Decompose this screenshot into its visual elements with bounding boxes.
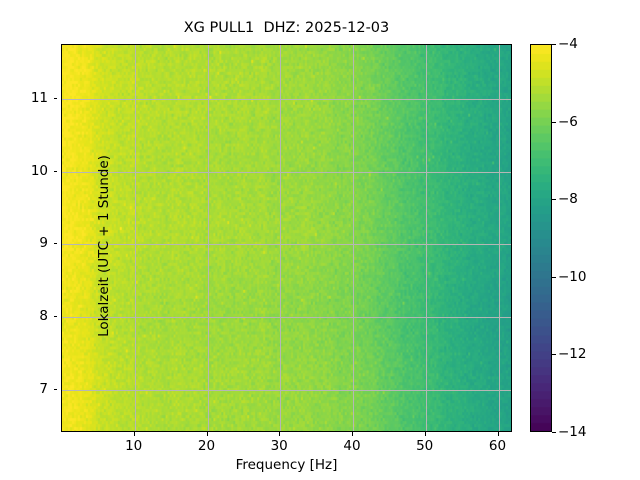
y-tick-mark — [53, 170, 58, 172]
x-tick-label: 20 — [197, 438, 216, 454]
colorbar-tick-label: −14 — [558, 424, 587, 440]
x-tick-label: 10 — [125, 438, 143, 454]
x-tick-label: 60 — [488, 438, 507, 454]
spectrogram-image — [62, 45, 511, 431]
x-tick-mark — [279, 432, 281, 436]
colorbar[interactable] — [530, 44, 552, 432]
colorbar-tick-mark — [552, 44, 556, 46]
x-tick-mark — [206, 432, 208, 436]
colorbar-tick-label: −12 — [558, 346, 587, 363]
x-tick-mark — [497, 432, 499, 436]
y-tick-label: 9 — [39, 235, 48, 252]
y-tick-label: 10 — [30, 162, 48, 179]
x-axis-label: Frequency [Hz] — [235, 457, 338, 473]
y-tick-label: 7 — [39, 380, 48, 397]
y-axis-label: Lokalzeit (UTC + 1 Stunde) — [96, 155, 112, 337]
colorbar-tick-label: −10 — [558, 268, 587, 285]
colorbar-tick-label: −6 — [558, 113, 578, 130]
x-tick-label: 30 — [270, 438, 288, 454]
y-tick-label: 8 — [39, 308, 48, 324]
page-title: XG PULL1 DHZ: 2025-12-03 — [183, 20, 390, 36]
y-tick-mark — [53, 388, 58, 390]
x-tick-mark — [352, 432, 354, 436]
colorbar-tick-label: −8 — [558, 191, 578, 208]
colorbar-tick-mark — [552, 354, 556, 356]
y-tick-mark — [53, 316, 58, 318]
colorbar-tick-mark — [552, 121, 556, 123]
x-tick-label: 50 — [416, 438, 434, 454]
y-tick-mark — [53, 98, 58, 100]
colorbar-tick-mark — [552, 199, 556, 201]
colorbar-tick-mark — [552, 432, 556, 434]
x-tick-label: 40 — [343, 438, 361, 454]
y-tick-label: 11 — [30, 90, 48, 107]
y-tick-mark — [53, 243, 58, 245]
x-tick-mark — [133, 432, 135, 436]
x-tick-mark — [424, 432, 426, 436]
colorbar-tick-label: −4 — [558, 36, 578, 52]
spectrogram-plot-area[interactable] — [61, 44, 512, 432]
colorbar-tick-mark — [552, 276, 556, 278]
colorbar-gradient — [531, 45, 551, 431]
